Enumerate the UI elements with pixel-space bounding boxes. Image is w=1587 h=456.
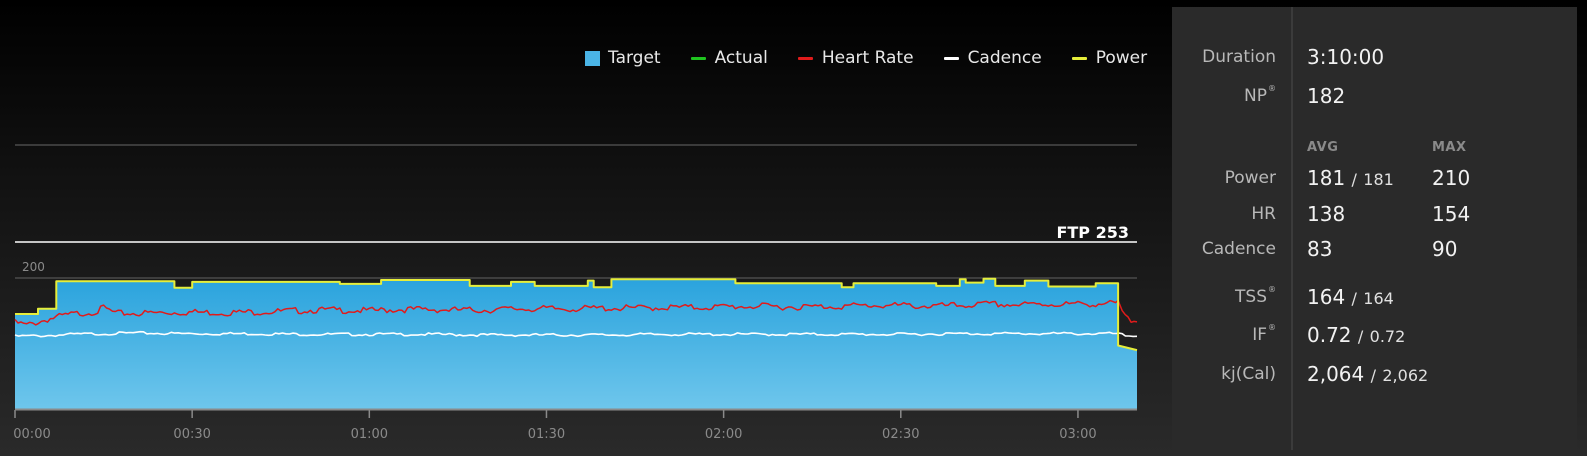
cadence-max: 90 [1432, 237, 1458, 261]
workout-stats-panel: Duration 3:10:00 NP® 182 AVG MAX Power 1… [1172, 7, 1577, 450]
kj-value: 2,064 / 2,062 [1307, 362, 1429, 386]
x-tick-label: 01:30 [528, 427, 565, 442]
cadence-line [14, 330, 1138, 338]
legend-label: Power [1095, 48, 1148, 68]
power-avg: 181 / 181 [1307, 166, 1394, 190]
tss-value: 164 / 164 [1307, 285, 1394, 309]
legend-label: Cadence [967, 48, 1042, 68]
x-tick-label: 03:00 [1059, 427, 1096, 442]
target-area [15, 278, 1137, 409]
hr-max: 154 [1432, 202, 1471, 226]
ftp-label: FTP 253 [1056, 223, 1129, 242]
legend-label: Target [608, 48, 661, 68]
cadence-label: Cadence [1201, 239, 1276, 259]
if-value: 0.72 / 0.72 [1307, 323, 1406, 347]
legend-item-cadence[interactable]: Cadence [943, 48, 1042, 68]
power-swatch-icon [1071, 56, 1087, 60]
heart-rate-line [14, 299, 1138, 326]
power-line [15, 277, 1138, 352]
heart-rate-swatch-icon [797, 56, 813, 60]
stats-divider [1291, 7, 1293, 450]
x-tick-label: 00:30 [173, 427, 210, 442]
duration-value: 3:10:00 [1307, 45, 1385, 69]
legend-item-heart-rate[interactable]: Heart Rate [797, 48, 914, 68]
power-label: Power [1224, 168, 1276, 188]
x-tick-label: 02:00 [705, 427, 742, 442]
cadence-avg: 83 [1307, 237, 1333, 261]
legend-label: Heart Rate [821, 48, 914, 68]
target-swatch-icon [585, 50, 600, 66]
workout-chart: 200 FTP 253 00:00 00:30 01:00 01:30 02:00 02:… [13, 144, 1138, 442]
tss-label: TSS® [1235, 285, 1276, 307]
chart-legend: Target Actual Heart Rate Cadence Power [585, 46, 1147, 70]
hr-label: HR [1251, 204, 1276, 224]
hr-avg: 138 [1307, 202, 1346, 226]
cadence-swatch-icon [943, 56, 959, 60]
duration-label: Duration [1202, 47, 1276, 67]
y-tick-label-200: 200 [22, 260, 45, 274]
np-label: NP® [1244, 84, 1276, 106]
power-max: 210 [1432, 166, 1471, 190]
x-tick-label: 00:00 [13, 427, 50, 442]
kj-label: kj(Cal) [1221, 364, 1276, 384]
legend-item-power[interactable]: Power [1071, 48, 1148, 68]
max-column-header: MAX [1432, 140, 1467, 155]
x-tick-label: 02:30 [882, 427, 919, 442]
if-label: IF® [1252, 323, 1276, 345]
legend-item-actual[interactable]: Actual [690, 48, 768, 68]
x-tick-label: 01:00 [351, 427, 388, 442]
legend-label: Actual [714, 48, 768, 68]
legend-item-target[interactable]: Target [585, 48, 661, 68]
avg-column-header: AVG [1307, 140, 1339, 155]
actual-swatch-icon [690, 56, 706, 60]
np-value: 182 [1307, 84, 1346, 108]
